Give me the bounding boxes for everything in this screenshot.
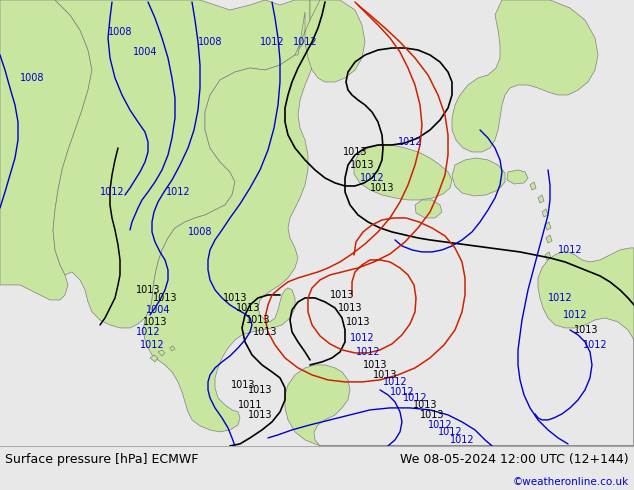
Text: 1012: 1012 [583, 340, 607, 350]
Text: 1012: 1012 [100, 187, 124, 197]
Text: 1012: 1012 [356, 347, 380, 357]
Text: 1012: 1012 [260, 37, 284, 47]
Text: 1013: 1013 [413, 400, 437, 410]
Text: 1008: 1008 [108, 27, 133, 37]
Text: 1013: 1013 [373, 370, 398, 380]
Text: 1013: 1013 [236, 303, 260, 313]
Polygon shape [158, 350, 165, 356]
Polygon shape [545, 252, 551, 260]
Polygon shape [53, 0, 310, 328]
Text: 1013: 1013 [574, 325, 598, 335]
Text: 1012: 1012 [136, 327, 160, 337]
Text: 1013: 1013 [350, 160, 374, 170]
Text: 1012: 1012 [359, 173, 384, 183]
Polygon shape [538, 195, 544, 203]
Text: 1012: 1012 [548, 293, 573, 303]
Text: 1013: 1013 [248, 410, 272, 420]
Text: 1012: 1012 [558, 245, 582, 255]
Text: 1012: 1012 [293, 37, 317, 47]
Polygon shape [546, 235, 552, 243]
Text: 1013: 1013 [363, 360, 387, 370]
Text: 1012: 1012 [398, 137, 422, 147]
Text: 1013: 1013 [420, 410, 444, 420]
Polygon shape [530, 182, 536, 190]
Text: 1012: 1012 [428, 420, 452, 430]
Polygon shape [507, 170, 528, 184]
Polygon shape [542, 209, 548, 217]
Text: 1012: 1012 [390, 387, 414, 397]
Text: 1004: 1004 [133, 47, 157, 57]
Text: 1012: 1012 [350, 333, 374, 343]
Text: 1012: 1012 [437, 427, 462, 437]
Text: 1013: 1013 [330, 290, 354, 300]
Text: ©weatheronline.co.uk: ©weatheronline.co.uk [513, 477, 629, 487]
Polygon shape [452, 158, 505, 196]
Text: 1013: 1013 [343, 147, 367, 157]
Polygon shape [354, 145, 452, 200]
Text: 1013: 1013 [231, 380, 256, 390]
Text: 1013: 1013 [136, 285, 160, 295]
Text: 1011: 1011 [238, 400, 262, 410]
Polygon shape [452, 0, 598, 152]
Text: 1013: 1013 [253, 327, 277, 337]
Text: Surface pressure [hPa] ECMWF: Surface pressure [hPa] ECMWF [5, 453, 198, 466]
Text: We 08-05-2024 12:00 UTC (12+144): We 08-05-2024 12:00 UTC (12+144) [401, 453, 629, 466]
Text: 1013: 1013 [223, 293, 247, 303]
Text: 1008: 1008 [188, 227, 212, 237]
Text: 1012: 1012 [165, 187, 190, 197]
Polygon shape [170, 346, 175, 351]
Polygon shape [150, 355, 158, 362]
Text: 1013: 1013 [153, 293, 178, 303]
Polygon shape [415, 200, 442, 218]
Polygon shape [545, 222, 551, 230]
Text: 1013: 1013 [143, 317, 167, 327]
Text: 1008: 1008 [20, 73, 44, 83]
Text: 1012: 1012 [403, 393, 427, 403]
Text: 1013: 1013 [248, 385, 272, 395]
Polygon shape [285, 248, 634, 446]
Polygon shape [295, 0, 365, 82]
Text: 1013: 1013 [338, 303, 362, 313]
Text: 1012: 1012 [383, 377, 407, 387]
Text: 1013: 1013 [246, 315, 270, 325]
Text: 1008: 1008 [198, 37, 223, 47]
Text: 1013: 1013 [370, 183, 394, 193]
Text: 1004: 1004 [146, 305, 171, 315]
Text: 1013: 1013 [346, 317, 370, 327]
Text: 1012: 1012 [139, 340, 164, 350]
Text: 1012: 1012 [450, 435, 474, 445]
Polygon shape [0, 0, 92, 300]
Polygon shape [143, 0, 325, 432]
Text: 1012: 1012 [563, 310, 587, 320]
